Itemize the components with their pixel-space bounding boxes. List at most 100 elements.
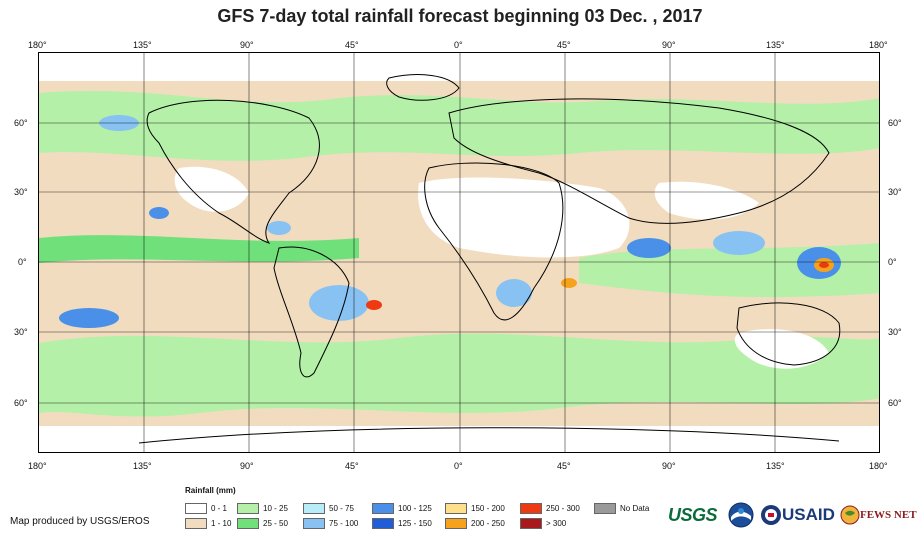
- heavy-rain-bay-of-bengal: [627, 238, 671, 258]
- lon-tick-bottom: 180°: [869, 461, 888, 471]
- legend-swatch: [520, 502, 542, 514]
- legend-item: 200 - 250: [445, 517, 505, 529]
- legend-swatch: [303, 517, 325, 529]
- heavy-rain-madagascar: [561, 278, 577, 288]
- legend-swatch: [372, 502, 394, 514]
- greenland-outline: [386, 74, 460, 101]
- legend-swatch: [185, 517, 207, 529]
- lon-tick-top: 90°: [240, 40, 254, 50]
- lat-tick-right: 30°: [888, 327, 902, 337]
- lon-tick-bottom: 90°: [240, 461, 254, 471]
- lon-tick-bottom: 135°: [766, 461, 785, 471]
- legend-label: 100 - 125: [398, 503, 432, 513]
- legend-item: 1 - 10: [185, 517, 231, 529]
- legend-item: 25 - 50: [237, 517, 288, 529]
- heavy-rain-south-america: [309, 285, 369, 321]
- heavy-rain-south-pacific: [59, 308, 119, 328]
- legend-label: No Data: [620, 503, 650, 513]
- legend-label: 10 - 25: [263, 503, 288, 513]
- lat-tick-left: 30°: [14, 327, 28, 337]
- legend-swatch: [445, 517, 467, 529]
- lon-tick-bottom: 0°: [454, 461, 463, 471]
- peak-rain-west-pacific: [819, 262, 829, 268]
- lat-tick-left: 60°: [14, 118, 28, 128]
- lon-tick-top: 45°: [557, 40, 571, 50]
- asia-dry-region: [654, 181, 759, 220]
- usgs-wordmark: USGS: [668, 504, 718, 525]
- sahara-dry-region: [418, 177, 630, 258]
- lon-tick-top: 180°: [869, 40, 888, 50]
- noaa-seal-icon: [728, 502, 754, 528]
- lon-tick-top: 90°: [662, 40, 676, 50]
- legend-item: 250 - 300: [520, 502, 580, 514]
- lat-tick-right: 60°: [888, 398, 902, 408]
- usaid-wordmark: USAID: [782, 505, 835, 524]
- extreme-rain-south-america: [366, 300, 382, 310]
- legend-item: 50 - 75: [303, 502, 354, 514]
- south-america-outline: [273, 246, 350, 378]
- legend-label: > 300: [546, 518, 567, 528]
- legend-swatch: [445, 502, 467, 514]
- legend-label: 200 - 250: [471, 518, 505, 528]
- australia-outline: [736, 302, 841, 366]
- legend-item: 10 - 25: [237, 502, 288, 514]
- fews-globe-icon: [840, 505, 860, 525]
- legend-item: 100 - 125: [372, 502, 432, 514]
- legend-item: 0 - 1: [185, 502, 227, 514]
- legend-swatch: [237, 517, 259, 529]
- fews-net-logo: FEWS NET: [840, 500, 917, 530]
- heavy-rain-central-africa: [496, 279, 532, 307]
- lon-tick-top: 135°: [766, 40, 785, 50]
- lat-tick-left: 60°: [14, 398, 28, 408]
- legend-item: 125 - 150: [372, 517, 432, 529]
- usgs-logo: USGS: [668, 500, 718, 530]
- itcz-east-pacific: [39, 235, 359, 263]
- graticule: [39, 53, 879, 452]
- legend-swatch: [185, 502, 207, 514]
- legend-swatch: [237, 502, 259, 514]
- lon-tick-top: 135°: [133, 40, 152, 50]
- polar-south: [39, 426, 879, 452]
- legend-label: 1 - 10: [211, 518, 232, 528]
- legend-swatch: [372, 517, 394, 529]
- legend-item: > 300: [520, 517, 566, 529]
- lat-tick-left: 30°: [14, 187, 28, 197]
- usaid-logo: USAID: [760, 500, 835, 530]
- lon-tick-top: 45°: [345, 40, 359, 50]
- lon-tick-top: 180°: [28, 40, 47, 50]
- north-america-dry-region: [174, 166, 249, 212]
- coastline-outlines: [138, 74, 841, 444]
- lon-tick-bottom: 45°: [345, 461, 359, 471]
- map-title: GFS 7-day total rainfall forecast beginn…: [217, 6, 703, 26]
- usaid-seal-icon: [761, 505, 781, 525]
- legend-label: 25 - 50: [263, 518, 288, 528]
- rainfall-map: [38, 52, 880, 453]
- lon-tick-bottom: 90°: [662, 461, 676, 471]
- lat-tick-right: 30°: [888, 187, 902, 197]
- legend-label: 150 - 200: [471, 503, 505, 513]
- antarctica-outline: [138, 427, 840, 444]
- legend-title: Rainfall (mm): [185, 486, 236, 495]
- legend-item: 150 - 200: [445, 502, 505, 514]
- heavy-rain-north-pacific: [149, 207, 169, 219]
- legend-label: 75 - 100: [329, 518, 359, 528]
- credit-text: Map produced by USGS/EROS: [10, 516, 150, 527]
- legend-swatch: [594, 502, 616, 514]
- lat-tick-right: 0°: [888, 257, 897, 267]
- north-america-outline: [146, 99, 320, 244]
- legend-swatch: [303, 502, 325, 514]
- legend-item: 75 - 100: [303, 517, 358, 529]
- legend-label: 250 - 300: [546, 503, 580, 513]
- rainfall-map-svg: [39, 53, 879, 452]
- lat-tick-right: 60°: [888, 118, 902, 128]
- lon-tick-bottom: 135°: [133, 461, 152, 471]
- lon-tick-bottom: 45°: [557, 461, 571, 471]
- eurasia-outline: [448, 98, 830, 224]
- legend-swatch: [520, 517, 542, 529]
- heavy-rain-philippines: [713, 231, 765, 255]
- lon-tick-top: 0°: [454, 40, 463, 50]
- lat-tick-left: 0°: [18, 257, 27, 267]
- legend-item: No Data: [594, 502, 649, 514]
- lon-tick-bottom: 180°: [28, 461, 47, 471]
- heavy-rain-caribbean: [267, 221, 291, 235]
